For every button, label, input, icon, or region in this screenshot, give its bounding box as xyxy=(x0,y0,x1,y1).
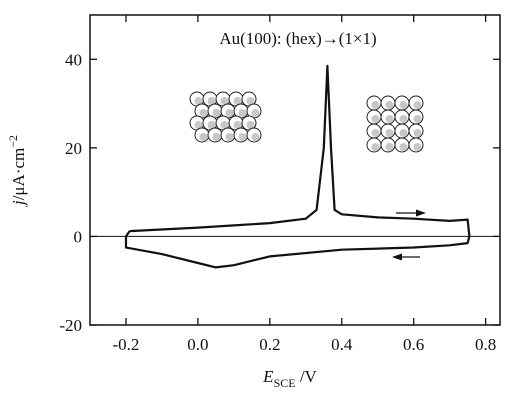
atom-shade xyxy=(385,143,394,151)
arrow-backward xyxy=(392,253,420,261)
atom-shade xyxy=(399,129,408,137)
atom-illustrations xyxy=(189,91,424,153)
arrow-forward xyxy=(396,209,426,217)
x-tick-label: 0.6 xyxy=(403,335,424,354)
atom-shade xyxy=(238,109,247,117)
atom-shade xyxy=(385,129,394,137)
atom-shade xyxy=(238,133,247,141)
x-tick-label: 0.8 xyxy=(475,335,496,354)
plot-frame xyxy=(89,14,501,326)
atom-shade xyxy=(199,109,208,117)
y-tick-label: 20 xyxy=(65,139,82,158)
atom-shade xyxy=(225,109,234,117)
atom-shade xyxy=(399,115,408,123)
atom-shade xyxy=(199,133,208,141)
atom-shade xyxy=(246,121,255,129)
atom-shade xyxy=(194,97,203,105)
atom-shade xyxy=(251,109,260,117)
atom-shade xyxy=(399,101,408,109)
cv-curve xyxy=(124,64,471,269)
atom-shade xyxy=(233,121,242,129)
atom-shade xyxy=(371,129,380,137)
annotation: Au(100): (hex)→(1×1) xyxy=(219,29,376,48)
atom-shade xyxy=(220,121,229,129)
atom-shade xyxy=(233,97,242,105)
atom-shade xyxy=(207,121,216,129)
x-tick-label: 0.2 xyxy=(259,335,280,354)
atom-shade xyxy=(251,133,260,141)
atom-shade xyxy=(225,133,234,141)
atom-shade xyxy=(413,115,422,123)
atom-shade xyxy=(385,115,394,123)
atom-shade xyxy=(212,109,221,117)
atom-shade xyxy=(399,143,408,151)
x-tick-label: -0.2 xyxy=(113,335,140,354)
y-tick-label: 0 xyxy=(74,227,83,246)
atom-shade xyxy=(413,129,422,137)
atom-shade xyxy=(246,97,255,105)
y-tick-label: -20 xyxy=(59,316,82,335)
atom-shade xyxy=(413,101,422,109)
atom-shade xyxy=(212,133,221,141)
atom-shade xyxy=(413,143,422,151)
atom-shade xyxy=(371,143,380,151)
y-axis-label: j/μA·cm−2 xyxy=(6,135,28,207)
atom-shade xyxy=(194,121,203,129)
atom-shade xyxy=(207,97,216,105)
x-tick-label: 0.4 xyxy=(331,335,353,354)
atom-shade xyxy=(220,97,229,105)
atom-shade xyxy=(371,115,380,123)
atom-shade xyxy=(371,101,380,109)
atom-shade xyxy=(385,101,394,109)
x-axis-label: ESCE /V xyxy=(262,367,317,390)
x-tick-label: 0.0 xyxy=(187,335,208,354)
y-tick-label: 40 xyxy=(65,50,82,69)
